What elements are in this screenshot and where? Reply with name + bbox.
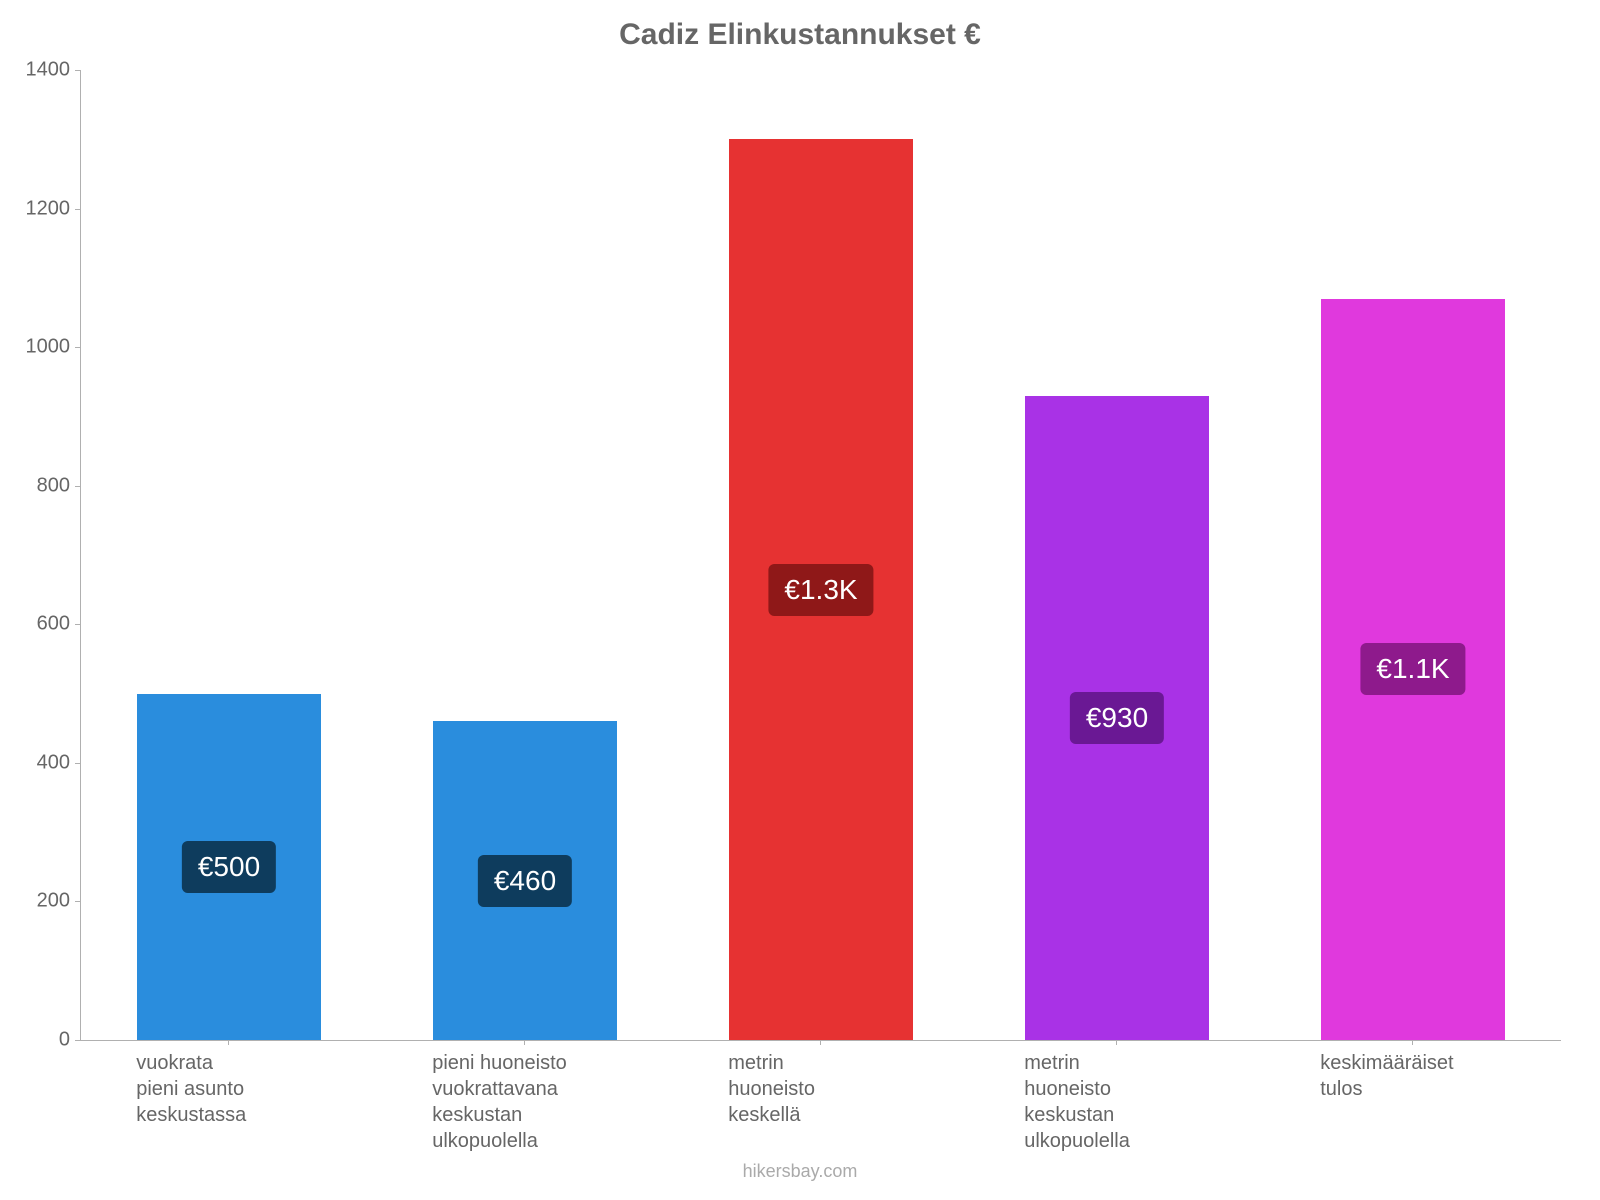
chart-source: hikersbay.com — [0, 1161, 1600, 1182]
x-tick-mark — [524, 1040, 525, 1045]
y-tick-mark — [75, 70, 80, 71]
y-tick-label: 1000 — [0, 336, 70, 359]
y-tick-label: 600 — [0, 613, 70, 636]
x-tick-mark — [1412, 1040, 1413, 1045]
x-tick-label: pieni huoneistovuokrattavanakeskustanulk… — [432, 1050, 616, 1154]
y-tick-mark — [75, 209, 80, 210]
y-tick-label: 200 — [0, 890, 70, 913]
y-tick-label: 0 — [0, 1029, 70, 1052]
x-tick-label: metrinhuoneistokeskustanulkopuolella — [1024, 1050, 1208, 1154]
x-tick-label: vuokratapieni asuntokeskustassa — [136, 1050, 320, 1128]
y-tick-mark — [75, 1040, 80, 1041]
value-badge: €460 — [478, 855, 572, 907]
y-tick-label: 1200 — [0, 197, 70, 220]
value-badge: €930 — [1070, 692, 1164, 744]
value-badge: €1.1K — [1360, 643, 1465, 695]
chart-container: Cadiz Elinkustannukset € €500 €460 €1.3K €9… — [0, 0, 1600, 1200]
x-tick-mark — [1116, 1040, 1117, 1045]
chart-title: Cadiz Elinkustannukset € — [0, 18, 1600, 52]
y-tick-mark — [75, 763, 80, 764]
y-tick-mark — [75, 347, 80, 348]
y-tick-mark — [75, 624, 80, 625]
y-tick-mark — [75, 901, 80, 902]
y-tick-label: 400 — [0, 751, 70, 774]
x-tick-label: keskimääräisettulos — [1320, 1050, 1504, 1102]
plot-area: €500 €460 €1.3K €930 €1.1K — [80, 70, 1561, 1041]
y-tick-label: 800 — [0, 474, 70, 497]
x-tick-mark — [820, 1040, 821, 1045]
value-badge: €500 — [182, 841, 276, 893]
y-tick-label: 1400 — [0, 59, 70, 82]
value-badge: €1.3K — [768, 564, 873, 616]
x-tick-mark — [228, 1040, 229, 1045]
y-tick-mark — [75, 486, 80, 487]
x-tick-label: metrinhuoneistokeskellä — [728, 1050, 912, 1128]
